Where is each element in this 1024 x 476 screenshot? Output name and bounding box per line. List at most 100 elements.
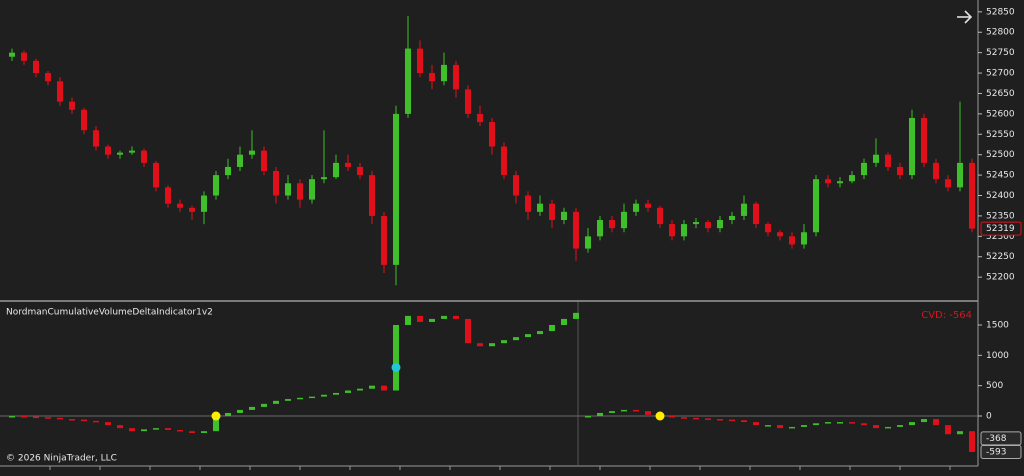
candle-body <box>813 179 819 233</box>
candle-body <box>357 166 363 176</box>
candle-body <box>549 203 555 220</box>
candle-body <box>909 117 915 176</box>
candle-body <box>129 150 135 153</box>
candle-body <box>525 195 531 212</box>
y-tick-label: 52700 <box>986 69 1015 79</box>
cvd-bar <box>477 343 483 347</box>
y-tick-label: 0 <box>986 412 992 422</box>
candle-body <box>537 203 543 212</box>
nav-arrow[interactable] <box>957 10 973 24</box>
cvd-bar <box>765 425 771 427</box>
cvd-bar <box>129 428 135 432</box>
cvd-bar <box>945 425 951 435</box>
arrow-head <box>964 10 973 24</box>
cvd-bar <box>837 422 843 424</box>
cvd-bar <box>321 394 327 397</box>
candle-body <box>621 211 627 229</box>
candle-body <box>117 152 123 155</box>
candle-body <box>105 146 111 155</box>
candle-body <box>273 171 279 196</box>
candle-body <box>69 101 75 110</box>
y-tick-label: 1000 <box>986 351 1009 361</box>
candle-body <box>81 109 87 131</box>
cvd-bar <box>405 315 411 325</box>
candle-body <box>645 203 651 208</box>
candle-body <box>597 220 603 237</box>
cvd-bar <box>237 409 243 413</box>
value-marker-label: 52319 <box>986 224 1015 234</box>
candle-body <box>417 48 423 74</box>
cvd-bar <box>813 423 819 426</box>
candle-body <box>573 211 579 249</box>
y-tick-label: 52350 <box>986 211 1015 221</box>
candle-body <box>429 73 435 82</box>
candle-body <box>177 203 183 208</box>
cvd-bar <box>741 420 747 423</box>
signal-dot <box>211 411 221 421</box>
cvd-bar <box>381 385 387 391</box>
candle-body <box>945 179 951 188</box>
cvd-annotation: CVD: -564 <box>921 310 972 321</box>
candle-body <box>969 162 975 229</box>
candle-body <box>237 154 243 167</box>
cvd-bar <box>849 422 855 424</box>
y-tick-label: 52650 <box>986 89 1015 99</box>
candle-body <box>153 162 159 188</box>
candle-body <box>321 177 327 180</box>
candle-body <box>777 232 783 237</box>
value-marker <box>980 221 1022 236</box>
candle-body <box>381 215 387 265</box>
cvd-bar <box>225 412 231 417</box>
candle-body <box>189 207 195 212</box>
candle-body <box>477 113 483 123</box>
cvd-bar <box>117 425 123 429</box>
cvd-bar <box>393 324 399 391</box>
candle-body <box>561 211 567 220</box>
candle-body <box>585 236 591 249</box>
candle-body <box>21 52 27 61</box>
candle-body <box>717 220 723 229</box>
cvd-bar <box>885 426 891 429</box>
cvd-bar <box>417 315 423 322</box>
candle-body <box>297 183 303 200</box>
candle-body <box>165 187 171 204</box>
candle-body <box>609 220 615 229</box>
candle-body <box>513 175 519 196</box>
cvd-bar <box>213 416 219 432</box>
candle-body <box>369 175 375 216</box>
cvd-bar <box>33 416 39 419</box>
cvd-bar <box>105 422 111 426</box>
candle-body <box>741 203 747 216</box>
y-tick-label: 52250 <box>986 252 1015 262</box>
cvd-bar <box>429 318 435 322</box>
candle-body <box>633 203 639 212</box>
cvd-bar <box>201 431 207 433</box>
candle-body <box>225 166 231 176</box>
signal-dot <box>391 362 401 372</box>
cvd-bar <box>81 419 87 422</box>
candle-body <box>861 162 867 176</box>
cvd-bar <box>189 431 195 433</box>
cvd-bar <box>249 406 255 410</box>
cvd-bar <box>93 420 99 423</box>
y-tick-label: 52500 <box>986 150 1015 160</box>
cvd-bar <box>501 340 507 344</box>
cvd-bar <box>897 425 903 427</box>
candle-body <box>729 215 735 220</box>
candle-body <box>789 236 795 245</box>
y-tick-label: 52800 <box>986 28 1015 38</box>
candle-body <box>837 181 843 184</box>
cvd-bar <box>753 422 759 426</box>
y-tick-label: 52550 <box>986 130 1015 140</box>
signal-dot <box>655 411 665 421</box>
cvd-bar <box>453 315 459 319</box>
value-marker <box>980 444 1022 459</box>
cvd-bar <box>441 315 447 319</box>
candle-body <box>93 130 99 147</box>
candle-body <box>849 175 855 182</box>
cvd-bar <box>333 392 339 395</box>
cvd-bar <box>729 419 735 422</box>
candle-body <box>705 222 711 229</box>
